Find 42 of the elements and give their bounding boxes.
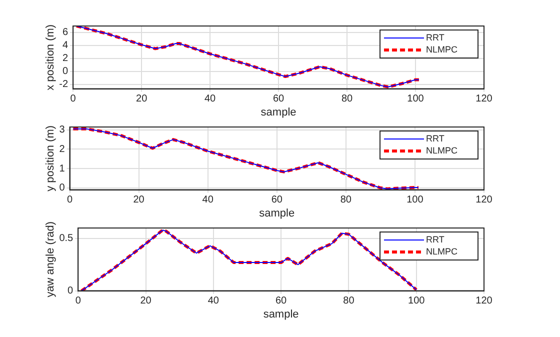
legend-label: NLMPC: [426, 44, 458, 54]
legend-label: RRT: [426, 234, 445, 244]
x-tick-label: 100: [406, 194, 424, 206]
y-tick-label: 0: [68, 286, 74, 297]
y-tick-label: 2: [62, 53, 69, 64]
x-tick-label: 100: [407, 94, 424, 105]
x-tick-label: 120: [476, 194, 493, 206]
x-tick-label: 80: [341, 94, 354, 105]
x-tick-label: 60: [272, 94, 285, 105]
x-tick-label: 20: [133, 194, 145, 206]
x-tick-label: 120: [476, 296, 493, 307]
x-tick-label: 40: [208, 296, 220, 307]
y-axis-title: yaw angle (rad): [44, 221, 57, 298]
x-tick-label: 100: [408, 296, 426, 307]
legend-label: RRT: [426, 32, 445, 42]
x-tick-label: 20: [140, 296, 152, 307]
x-axis-title: sample: [263, 308, 299, 320]
legend-label: RRT: [426, 133, 445, 144]
legend-label: NLMPC: [426, 246, 458, 256]
x-tick-label: 60: [275, 296, 288, 307]
x-axis-title: sample: [259, 207, 295, 220]
x-tick-label: 80: [343, 296, 355, 307]
y-tick-label: 1: [59, 163, 66, 174]
y-tick-label: 2: [59, 144, 66, 155]
y-tick-label: 0: [62, 66, 69, 78]
y-tick-label: 0: [59, 182, 66, 194]
y-axis-title: x position (m): [44, 24, 57, 90]
y-tick-label: -2: [59, 79, 69, 90]
y-tick-label: 4: [62, 40, 69, 52]
x-axis-title: sample: [260, 106, 296, 118]
x-tick-label: 40: [202, 194, 214, 206]
x-tick-label: 0: [75, 296, 82, 307]
x-tick-label: 20: [136, 94, 148, 105]
x-tick-label: 60: [271, 194, 283, 206]
y-tick-label: 3: [59, 124, 66, 136]
legend-label: NLMPC: [426, 145, 458, 156]
y-tick-label: 6: [62, 27, 69, 38]
x-tick-label: 120: [476, 94, 493, 105]
y-tick-label: 0.5: [59, 233, 74, 244]
x-tick-label: 40: [204, 94, 216, 105]
x-tick-label: 80: [340, 194, 352, 206]
y-axis-title: y position (m): [44, 125, 57, 192]
